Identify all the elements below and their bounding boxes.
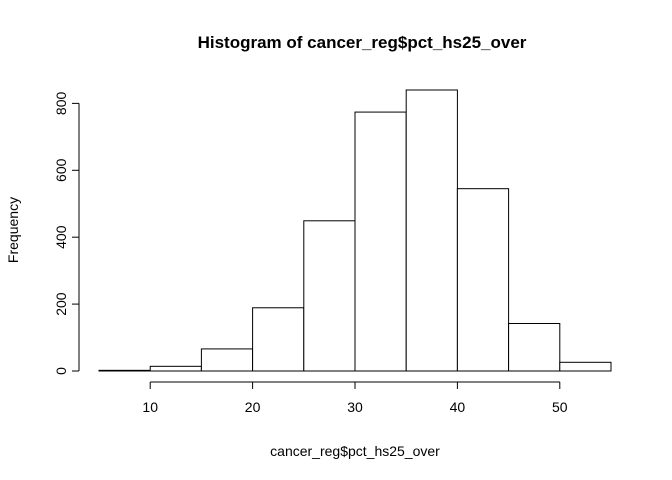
x-tick-label: 20	[245, 399, 261, 415]
x-tick-label: 10	[142, 399, 158, 415]
y-tick-label: 200	[53, 292, 69, 316]
x-tick-label: 30	[347, 399, 363, 415]
histogram-bar	[405, 89, 458, 372]
histogram-bar	[456, 188, 510, 372]
x-tick-label: 50	[552, 399, 568, 415]
y-tick-label: 400	[53, 225, 69, 249]
chart-title: Histogram of cancer_reg$pct_hs25_over	[198, 33, 527, 52]
histogram-bar	[200, 348, 254, 372]
histogram-bar	[252, 307, 305, 372]
y-tick-label: 0	[53, 367, 69, 375]
histogram-bar	[354, 111, 407, 372]
y-tick-label: 800	[53, 91, 69, 115]
x-axis-title: cancer_reg$pct_hs25_over	[270, 443, 440, 459]
y-tick-label: 600	[53, 158, 69, 182]
histogram-bar	[508, 322, 561, 372]
histogram-bar	[149, 365, 202, 372]
bars-group	[98, 89, 612, 372]
y-axis: 0 200 400 600 800	[53, 91, 80, 375]
histogram-bar	[98, 369, 151, 372]
histogram-bar	[303, 220, 356, 372]
histogram-bar	[559, 361, 612, 372]
x-axis: 10 20 30 40 50	[142, 381, 568, 415]
x-tick-label: 40	[450, 399, 466, 415]
y-axis-title: Frequency	[5, 197, 21, 263]
